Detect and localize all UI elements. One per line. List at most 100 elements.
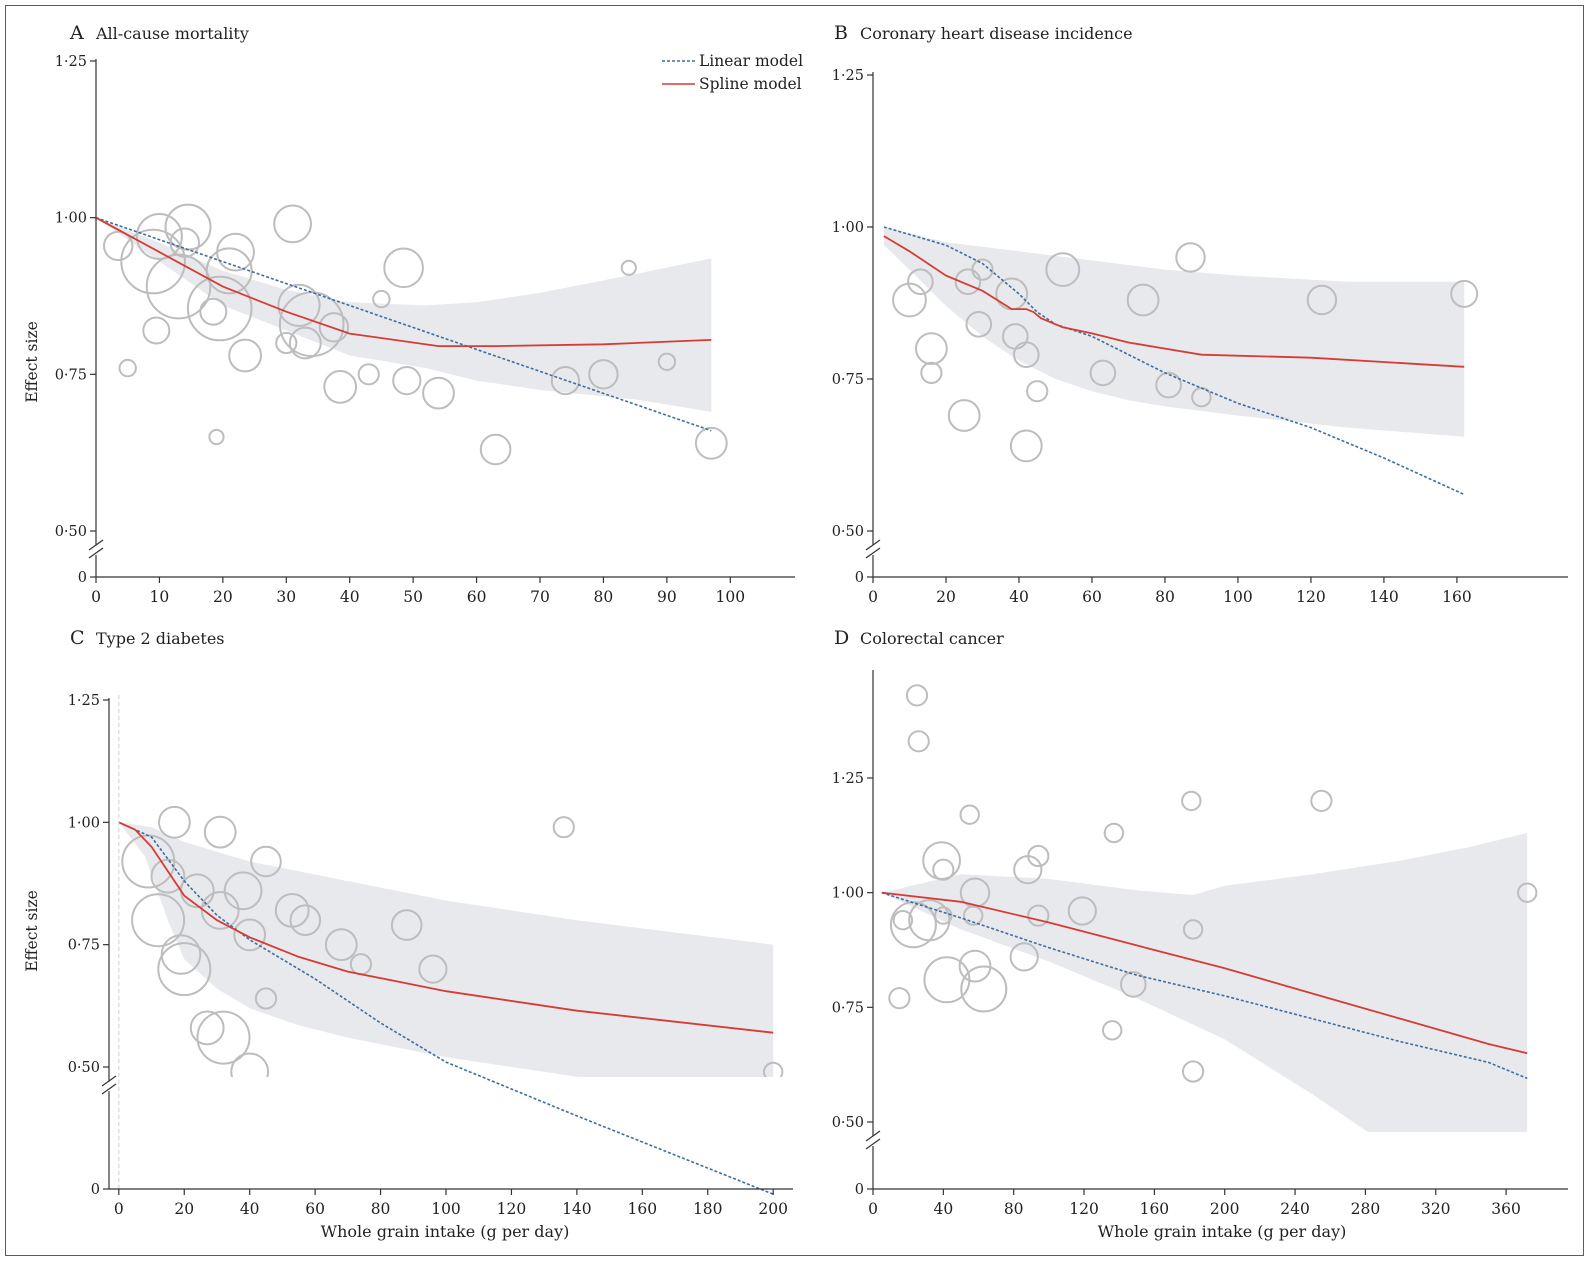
confidence-band [96, 217, 712, 412]
study-bubble [657, 352, 677, 371]
study-bubble [1517, 882, 1538, 903]
study-bubble [1181, 790, 1202, 812]
study-bubble [552, 816, 575, 839]
study-bubble [275, 331, 298, 355]
study-bubble [1102, 1020, 1123, 1041]
x-tick-label: 60 [305, 1200, 325, 1218]
study-bubble [208, 428, 225, 446]
y-tick-label: 0·75 [68, 938, 100, 954]
x-tick-label: 20 [174, 1200, 194, 1218]
study-bubble [958, 949, 992, 983]
axis-break-mark [865, 1138, 881, 1150]
study-bubble [189, 1010, 225, 1046]
y-tick-label: 0·50 [68, 1060, 100, 1076]
panel-letter: C [70, 627, 85, 649]
study-bubble [118, 358, 137, 378]
study-bubble [135, 213, 183, 260]
spline-model-line [118, 821, 774, 1034]
x-tick-label: 120 [497, 1200, 527, 1218]
panel-letter: B [834, 22, 848, 44]
y-tick-label: 1·25 [832, 771, 864, 787]
x-tick-label: 320 [1421, 1200, 1451, 1218]
study-bubble [907, 730, 930, 753]
x-tick-label: 80 [594, 588, 614, 606]
study-bubbles [892, 242, 1479, 463]
study-bubble [150, 858, 186, 894]
study-bubble [959, 804, 980, 825]
study-bubble [1027, 904, 1050, 927]
study-bubble [142, 316, 171, 345]
study-bubble [1026, 380, 1049, 403]
study-bubble [157, 942, 212, 997]
study-bubble [223, 871, 263, 911]
x-tick-label: 200 [1210, 1200, 1240, 1218]
study-bubble [550, 366, 581, 396]
linear-model-line [881, 891, 1528, 1080]
study-bubble [932, 858, 955, 881]
study-bubble [230, 1052, 270, 1077]
study-bubble [915, 332, 948, 366]
study-bubble [892, 282, 927, 318]
study-bubble [158, 805, 191, 839]
study-bubble [1182, 919, 1204, 940]
study-bubble [418, 954, 448, 984]
study-bubble [620, 259, 637, 276]
confidence-band [118, 822, 774, 1077]
study-bubble [422, 376, 455, 410]
panel-title: Type 2 diabetes [96, 629, 225, 648]
study-bubble [205, 247, 253, 295]
y-axis-title-top: Effect size [23, 321, 41, 403]
y-tick-label: 0·75 [832, 1000, 864, 1016]
legend-linear-label: Linear model [699, 52, 803, 70]
x-tick-label: 20 [213, 588, 233, 606]
study-bubble [920, 361, 943, 384]
x-tick-label: 30 [276, 588, 296, 606]
study-bubble [971, 258, 994, 281]
x-tick-label: 90 [657, 588, 677, 606]
y-tick-label: 0·50 [832, 524, 864, 540]
x-tick-label: 0 [868, 588, 878, 606]
y-tick-label: 0·75 [832, 372, 864, 388]
y-axis-title-bottom: Effect size [23, 890, 41, 972]
x-tick-label: 80 [1004, 1200, 1024, 1218]
linear-model-line [95, 216, 712, 432]
panel-letter: A [69, 22, 84, 44]
panel-title: All-cause mortality [95, 24, 249, 43]
x-tick-label: 40 [240, 1200, 260, 1218]
x-tick-label: 10 [150, 588, 170, 606]
study-bubble [288, 326, 322, 360]
study-bubble [905, 684, 929, 707]
study-bubble [250, 845, 282, 878]
x-tick-label: 40 [933, 1200, 953, 1218]
study-bubble [947, 399, 981, 432]
study-bubble [200, 891, 240, 930]
study-bubble [1450, 279, 1479, 308]
study-bubble [959, 877, 991, 908]
study-bubble [1089, 359, 1117, 387]
x-tick-label: 0 [91, 588, 101, 606]
confidence-band [881, 833, 1528, 1132]
study-bubble [1045, 252, 1081, 288]
spline-model-line [883, 235, 1465, 368]
study-bubble [1009, 942, 1039, 972]
x-tick-label: 40 [340, 588, 360, 606]
panel-title: Coronary heart disease incidence [860, 24, 1133, 43]
study-bubble [203, 815, 237, 849]
axis-break-mark [865, 547, 881, 559]
figure-frame [5, 5, 1584, 1256]
legend: Linear model Spline model [662, 52, 803, 93]
study-bubble [357, 363, 380, 386]
panel-title: Colorectal cancer [860, 629, 1004, 648]
study-bubble [390, 909, 423, 941]
y-tick-label: 0 [855, 570, 864, 586]
study-bubble [763, 1061, 784, 1077]
study-bubble [907, 268, 934, 296]
study-bubble [103, 230, 134, 262]
x-tick-label: 360 [1491, 1200, 1521, 1218]
axis-break-mark [865, 539, 881, 551]
legend-spline-label: Spline model [699, 75, 802, 93]
study-bubble [588, 359, 619, 390]
study-bubble [254, 987, 278, 1010]
study-bubble [1175, 242, 1206, 273]
